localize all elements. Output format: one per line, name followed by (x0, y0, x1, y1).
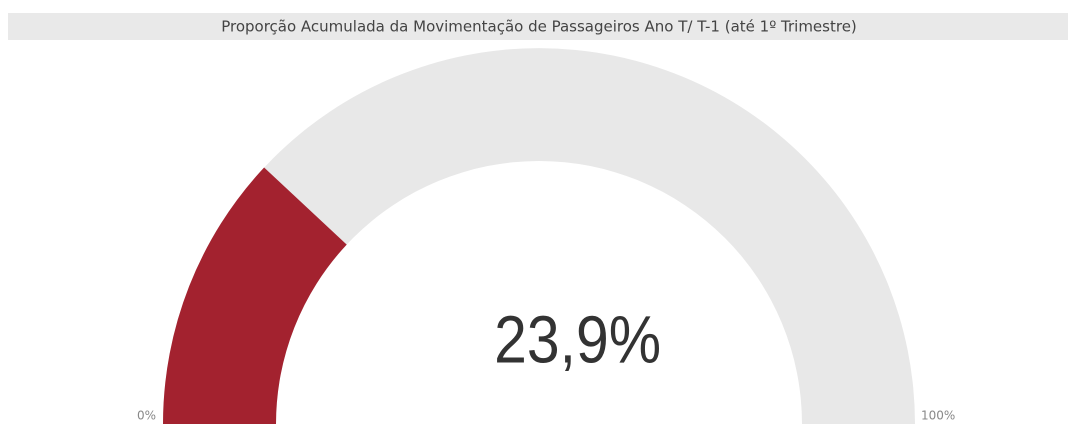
chart-title: Proporção Acumulada da Movimentação de P… (221, 18, 857, 36)
gauge-value (163, 167, 347, 424)
gauge-value-label: 23,9% (494, 303, 661, 377)
gauge-tick-label: 100% (921, 409, 955, 423)
gauge-tick-label: 0% (137, 409, 156, 423)
gauge-track (163, 48, 915, 424)
title-bar (8, 13, 1068, 40)
